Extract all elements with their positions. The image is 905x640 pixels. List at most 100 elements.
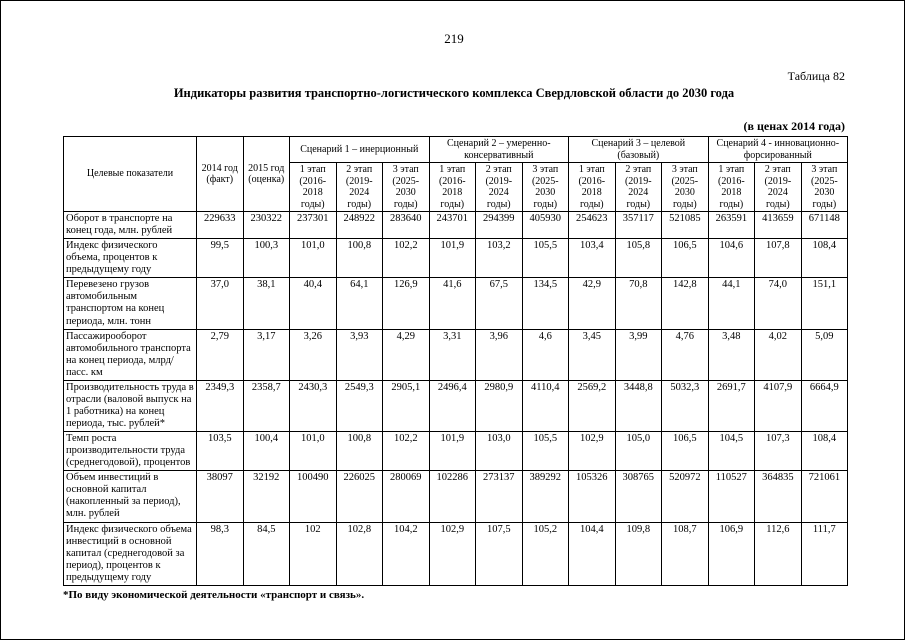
- value-cell-r1-c9: 254623: [568, 210, 616, 240]
- value-cell-r5-c12: 2691,7: [707, 379, 756, 433]
- table-label: Таблица 82: [787, 69, 845, 83]
- price-note: (в ценах 2014 года): [743, 119, 845, 133]
- value-cell-r3-c3: 40,4: [289, 277, 337, 330]
- value-cell-r4-c9: 3,45: [568, 328, 616, 381]
- value-cell-r4-c12: 3,48: [707, 328, 756, 381]
- value-cell-r4-c5: 4,29: [382, 328, 430, 381]
- value-cell-r3-c7: 67,5: [475, 277, 523, 330]
- value-cell-r6-c11: 106,5: [661, 431, 709, 472]
- value-cell-r2-c3: 101,0: [289, 238, 337, 279]
- table-row: Индекс физического объема инвестиций в о…: [63, 521, 849, 586]
- value-cell-r1-c2: 230322: [242, 210, 290, 240]
- value-cell-r3-c10: 70,8: [614, 277, 663, 330]
- value-cell-r2-c5: 102,2: [382, 238, 430, 279]
- table-row: Пассажирооборот автомобильного транспорт…: [63, 328, 849, 381]
- value-cell-r8-c9: 104,4: [568, 521, 616, 586]
- header-2014: 2014 год (факт): [196, 136, 244, 212]
- header-scenario-4-stage-1: 1 этап (2016- 2018 годы): [707, 162, 756, 212]
- value-cell-r2-c2: 100,3: [242, 238, 290, 279]
- value-cell-r8-c11: 108,7: [661, 521, 709, 586]
- value-cell-r8-c4: 102,8: [335, 521, 383, 586]
- header-scenario-3: Сценарий 3 – целевой (базовый): [568, 136, 709, 163]
- row-label: Перевезено грузов автомобильным транспор…: [63, 277, 197, 330]
- value-cell-r7-c5: 280069: [382, 470, 430, 523]
- value-cell-r6-c14: 108,4: [800, 431, 849, 472]
- value-cell-r1-c1: 229633: [196, 210, 244, 240]
- value-cell-r6-c5: 102,2: [382, 431, 430, 472]
- header-scenario-4-stage-3: 3 этап (2025- 2030 годы): [800, 162, 849, 212]
- value-cell-r3-c8: 134,5: [521, 277, 570, 330]
- value-cell-r1-c14: 671148: [800, 210, 849, 240]
- value-cell-r4-c1: 2,79: [196, 328, 244, 381]
- value-cell-r7-c6: 102286: [428, 470, 477, 523]
- table-row: Объем инвестиций в основной капитал (нак…: [63, 470, 849, 523]
- value-cell-r8-c1: 98,3: [196, 521, 244, 586]
- value-cell-r2-c6: 101,9: [428, 238, 477, 279]
- value-cell-r5-c13: 4107,9: [754, 379, 802, 433]
- value-cell-r1-c13: 413659: [754, 210, 802, 240]
- value-cell-r8-c7: 107,5: [475, 521, 523, 586]
- value-cell-r6-c6: 101,9: [428, 431, 477, 472]
- footnote: *По виду экономической деятельности «тра…: [63, 588, 365, 601]
- header-scenario-3-stage-3: 3 этап (2025- 2030 годы): [661, 162, 709, 212]
- value-cell-r7-c12: 110527: [707, 470, 756, 523]
- value-cell-r8-c13: 112,6: [754, 521, 802, 586]
- value-cell-r2-c7: 103,2: [475, 238, 523, 279]
- value-cell-r7-c13: 364835: [754, 470, 802, 523]
- value-cell-r6-c2: 100,4: [242, 431, 290, 472]
- value-cell-r5-c7: 2980,9: [475, 379, 523, 433]
- value-cell-r4-c14: 5,09: [800, 328, 849, 381]
- value-cell-r2-c4: 100,8: [335, 238, 383, 279]
- value-cell-r4-c4: 3,93: [335, 328, 383, 381]
- value-cell-r1-c12: 263591: [707, 210, 756, 240]
- row-label: Темп роста производительности труда (сре…: [63, 431, 197, 472]
- table-row: Производительность труда в отрасли (вало…: [63, 379, 849, 433]
- value-cell-r6-c9: 102,9: [568, 431, 616, 472]
- header-scenario-3-stage-1: 1 этап (2016- 2018 годы): [568, 162, 616, 212]
- value-cell-r4-c6: 3,31: [428, 328, 477, 381]
- value-cell-r1-c4: 248922: [335, 210, 383, 240]
- value-cell-r2-c9: 103,4: [568, 238, 616, 279]
- value-cell-r8-c3: 102: [289, 521, 337, 586]
- table-body: Оборот в транспорте на конец года, млн. …: [63, 210, 849, 586]
- value-cell-r6-c3: 101,0: [289, 431, 337, 472]
- value-cell-r1-c11: 521085: [661, 210, 709, 240]
- row-label: Оборот в транспорте на конец года, млн. …: [63, 210, 197, 240]
- value-cell-r8-c10: 109,8: [614, 521, 663, 586]
- value-cell-r3-c12: 44,1: [707, 277, 756, 330]
- value-cell-r2-c10: 105,8: [614, 238, 663, 279]
- row-label: Производительность труда в отрасли (вало…: [63, 379, 197, 433]
- table-row: Темп роста производительности труда (сре…: [63, 431, 849, 472]
- value-cell-r5-c3: 2430,3: [289, 379, 337, 433]
- value-cell-r4-c11: 4,76: [661, 328, 709, 381]
- value-cell-r5-c1: 2349,3: [196, 379, 244, 433]
- value-cell-r6-c12: 104,5: [707, 431, 756, 472]
- value-cell-r2-c13: 107,8: [754, 238, 802, 279]
- value-cell-r5-c11: 5032,3: [661, 379, 709, 433]
- value-cell-r2-c14: 108,4: [800, 238, 849, 279]
- header-scenario-3-stage-2: 2 этап (2019- 2024 годы): [614, 162, 663, 212]
- table-header: Целевые показатели 2014 год (факт) 2015 го…: [63, 136, 849, 212]
- value-cell-r6-c4: 100,8: [335, 431, 383, 472]
- value-cell-r3-c1: 37,0: [196, 277, 244, 330]
- row-label: Пассажирооборот автомобильного транспорт…: [63, 328, 197, 381]
- value-cell-r3-c2: 38,1: [242, 277, 290, 330]
- value-cell-r7-c8: 389292: [521, 470, 570, 523]
- value-cell-r4-c7: 3,96: [475, 328, 523, 381]
- header-scenario-2-stage-2: 2 этап (2019- 2024 годы): [475, 162, 523, 212]
- value-cell-r1-c5: 283640: [382, 210, 430, 240]
- value-cell-r5-c10: 3448,8: [614, 379, 663, 433]
- value-cell-r3-c4: 64,1: [335, 277, 383, 330]
- value-cell-r7-c10: 308765: [614, 470, 663, 523]
- value-cell-r8-c5: 104,2: [382, 521, 430, 586]
- value-cell-r1-c7: 294399: [475, 210, 523, 240]
- header-scenario-2: Сценарий 2 – умеренно-консервативный: [428, 136, 570, 163]
- header-scenario-1-stage-3: 3 этап (2025- 2030 годы): [382, 162, 430, 212]
- header-scenario-1-stage-1: 1 этап (2016- 2018 годы): [289, 162, 337, 212]
- value-cell-r1-c10: 357117: [614, 210, 663, 240]
- value-cell-r2-c12: 104,6: [707, 238, 756, 279]
- value-cell-r1-c8: 405930: [521, 210, 570, 240]
- row-label: Объем инвестиций в основной капитал (нак…: [63, 470, 197, 523]
- header-scenario-4: Сценарий 4 - инновационно-форсированный: [707, 136, 849, 163]
